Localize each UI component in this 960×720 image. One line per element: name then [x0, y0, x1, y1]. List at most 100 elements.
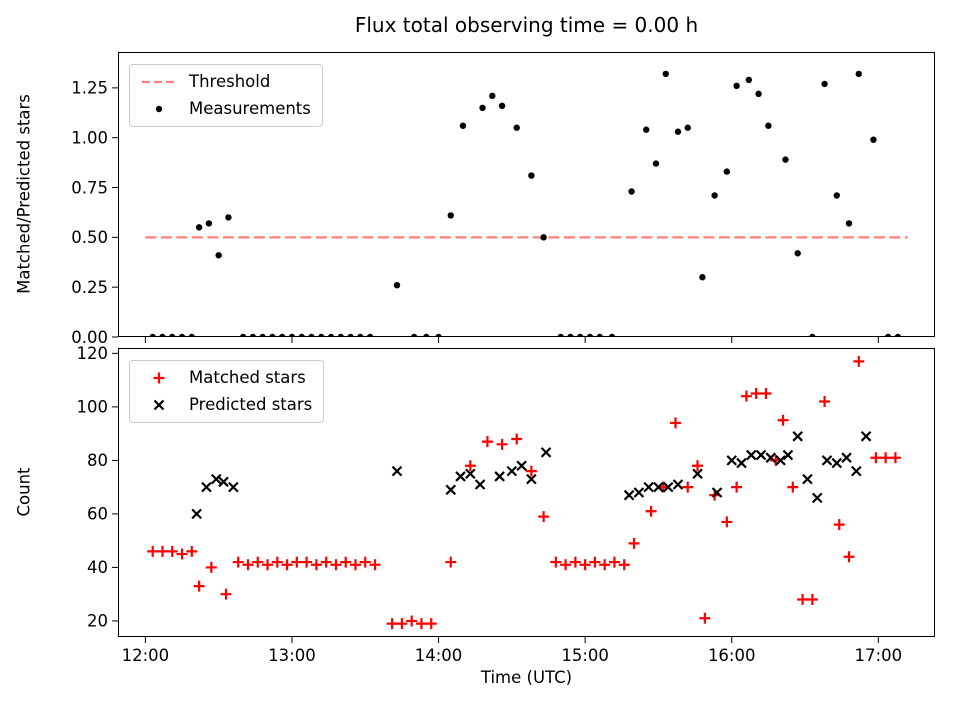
data-point: [628, 537, 640, 549]
data-point: [684, 124, 691, 131]
data-point: [220, 588, 232, 600]
data-point: [513, 124, 520, 131]
data-point: [406, 615, 418, 627]
x-tick-label: 14:00: [415, 646, 463, 665]
data-point: [147, 545, 159, 557]
data-point: [232, 556, 244, 568]
data-point: [479, 104, 486, 112]
data-point: [645, 505, 657, 517]
data-point: [643, 126, 650, 133]
data-point: [291, 556, 303, 568]
y-tick-label: 40: [87, 558, 108, 577]
y-tick-label: 0.25: [71, 278, 108, 297]
data-point: [726, 455, 738, 466]
data-point: [320, 556, 332, 568]
x-marker-icon: [153, 399, 165, 411]
data-point: [628, 188, 635, 195]
y-tick-label: 0.00: [71, 328, 108, 347]
data-point: [843, 551, 855, 563]
data-point: [889, 452, 901, 464]
data-point: [699, 274, 706, 281]
data-point: [359, 556, 371, 568]
data-point: [228, 481, 239, 493]
data-point: [711, 487, 723, 498]
x-tick-label: 12:00: [122, 646, 170, 665]
data-point: [870, 452, 882, 464]
y-tick-label: 0.75: [71, 178, 108, 197]
data-point: [205, 561, 217, 573]
data-point: [393, 281, 401, 289]
measurements-legend-label: Measurements: [189, 99, 311, 118]
legend-item-measurements: Measurements: [141, 100, 311, 118]
data-point: [579, 559, 591, 571]
data-point: [841, 452, 852, 463]
y-tick-label: 0.50: [71, 228, 108, 247]
x-axis-label: Time (UTC): [480, 668, 573, 687]
y-tick-label: 100: [77, 398, 109, 417]
data-point: [682, 481, 694, 493]
data-point: [215, 252, 222, 259]
data-point: [806, 594, 818, 606]
data-point: [156, 545, 168, 557]
y-tick-label: 120: [77, 344, 109, 363]
data-point: [474, 479, 486, 490]
data-point: [330, 559, 342, 571]
data-point: [787, 481, 799, 493]
axes-frame: [118, 348, 935, 637]
data-point: [821, 80, 828, 88]
data-point: [494, 471, 505, 482]
legend-item-predicted-stars: Predicted stars: [141, 396, 312, 414]
matched-stars-legend-label: Matched stars: [189, 368, 306, 387]
data-point: [225, 214, 232, 221]
data-point: [525, 465, 537, 477]
data-point: [652, 160, 660, 167]
data-point: [506, 465, 518, 477]
data-point: [386, 618, 398, 630]
data-point: [662, 481, 674, 493]
data-point: [193, 580, 205, 592]
data-point: [833, 519, 845, 531]
data-point: [711, 192, 718, 199]
data-point: [750, 387, 762, 399]
data-point: [853, 355, 865, 367]
data-point: [498, 102, 506, 110]
data-point: [855, 70, 862, 78]
data-point: [205, 220, 213, 227]
data-point: [445, 484, 457, 496]
data-point: [765, 122, 772, 129]
data-point: [870, 136, 877, 143]
data-point: [692, 468, 703, 480]
measurements-dot-icon: [155, 105, 163, 113]
data-point: [310, 559, 322, 571]
legend-item-matched-stars: Matched stars: [141, 369, 312, 387]
data-point: [765, 452, 777, 463]
top-plot: 0.00 0.25 0.50 0.75 1.00 1.25: [71, 52, 935, 347]
data-point: [851, 465, 862, 477]
data-point: [176, 548, 188, 560]
data-point: [782, 156, 789, 163]
data-point: [670, 417, 682, 429]
bottom-legend: Matched stars Predicted stars: [129, 360, 325, 423]
data-point: [271, 556, 283, 568]
data-point: [560, 559, 572, 571]
data-point: [860, 431, 872, 442]
data-point: [516, 460, 527, 472]
data-point: [755, 90, 762, 98]
data-point: [425, 618, 437, 630]
data-point: [618, 559, 630, 571]
data-point: [481, 436, 493, 448]
data-point: [674, 128, 682, 135]
data-point: [464, 460, 476, 472]
data-point: [262, 559, 274, 571]
threshold-legend-label: Threshold: [189, 72, 271, 91]
legend-item-threshold: Threshold: [141, 73, 311, 91]
data-point: [733, 82, 740, 90]
data-point: [782, 449, 794, 461]
data-point: [608, 556, 620, 568]
x-tick-label: 15:00: [561, 646, 609, 665]
data-point: [662, 70, 669, 78]
data-point: [489, 92, 496, 100]
plus-marker-icon: [153, 372, 165, 384]
data-point: [465, 468, 476, 480]
